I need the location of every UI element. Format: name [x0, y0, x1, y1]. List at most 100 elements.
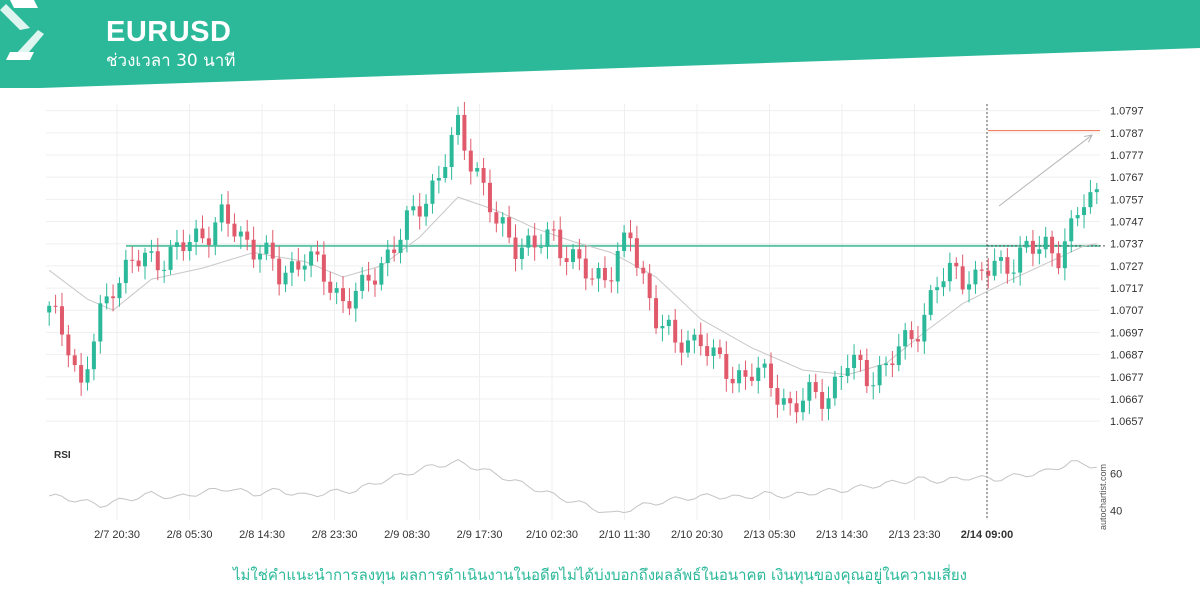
rsi-tick-label: 60 — [1110, 469, 1122, 481]
candle-body — [986, 270, 991, 276]
forecast-arrowhead — [1084, 134, 1093, 143]
candle-body — [551, 229, 556, 231]
candle-body — [992, 260, 997, 276]
candle-body — [251, 239, 256, 260]
x-tick-label: 2/8 05:30 — [167, 529, 213, 541]
candle-body — [941, 281, 946, 288]
candle-body — [909, 330, 914, 340]
candle-body — [328, 281, 333, 293]
candle-body — [583, 258, 588, 279]
interval-subtitle: ช่วงเวลา 30 นาที — [106, 51, 236, 71]
candle-body — [270, 242, 275, 259]
candle-body — [743, 370, 748, 377]
candle-body — [526, 235, 531, 248]
candle-body — [72, 355, 77, 366]
candle-body — [1037, 249, 1042, 254]
candle-body — [162, 269, 167, 271]
candle-body — [136, 260, 141, 267]
x-tick-label: 2/13 14:30 — [816, 529, 868, 541]
rsi-tick-label: 40 — [1110, 506, 1122, 518]
candle-body — [277, 258, 282, 285]
candle-body — [781, 398, 786, 405]
candle-body — [360, 274, 365, 291]
candle-body — [685, 340, 690, 353]
candle-body — [462, 114, 467, 151]
candle-body — [558, 229, 563, 259]
y-tick-label: 1.0667 — [1110, 394, 1144, 406]
candle-body — [660, 326, 665, 329]
x-tick-label: 2/9 17:30 — [457, 529, 503, 541]
candle-body — [123, 259, 128, 284]
candle-body — [53, 305, 58, 307]
candle-body — [596, 268, 601, 279]
candle-body — [232, 223, 237, 237]
candle-body — [366, 274, 371, 281]
candle-body — [392, 249, 397, 253]
candle-body — [775, 387, 780, 405]
candle-body — [111, 296, 116, 299]
candle-body — [443, 166, 448, 179]
disclaimer-text: ไม่ใช่คำแนะนำการลงทุน ผลการดำเนินงานในอด… — [233, 566, 967, 584]
candle-body — [1069, 218, 1074, 242]
candle-body — [998, 257, 1003, 261]
candle-body — [935, 287, 940, 291]
y-tick-label: 1.0757 — [1110, 194, 1144, 206]
candle-body — [430, 180, 435, 204]
candle-body — [404, 210, 409, 240]
candle-body — [724, 353, 729, 379]
candles — [47, 101, 1099, 424]
candle-body — [475, 168, 480, 172]
candle-body — [155, 251, 160, 271]
candle-body — [321, 254, 326, 282]
candle-body — [864, 359, 869, 387]
y-tick-label: 1.0657 — [1110, 416, 1144, 428]
candle-body — [756, 367, 761, 381]
candle-body — [564, 258, 569, 263]
candle-body — [481, 168, 486, 183]
candle-body — [283, 272, 288, 285]
candle-body — [302, 265, 307, 270]
candle-body — [979, 269, 984, 271]
moving-average — [48, 196, 1097, 376]
candle-body — [98, 303, 103, 342]
header-background — [0, 0, 1200, 88]
header-banner: EURUSD ช่วงเวลา 30 นาที — [0, 0, 1200, 88]
candle-body — [539, 246, 544, 248]
candle-body — [705, 346, 710, 356]
candle-body — [315, 251, 320, 255]
candle-body — [238, 231, 243, 237]
candle-body — [826, 398, 831, 409]
candle-body — [673, 319, 678, 343]
candle-body — [149, 251, 154, 253]
candle-body — [264, 242, 269, 254]
x-tick-label: 2/10 20:30 — [671, 529, 723, 541]
candle-body — [411, 206, 416, 211]
candle-body — [890, 363, 895, 366]
candle-body — [711, 347, 716, 356]
autochartist-logo-icon — [0, 0, 44, 60]
candle-body — [1094, 189, 1099, 193]
candle-body — [449, 134, 454, 167]
candle-body — [800, 400, 805, 413]
forecast — [986, 104, 1100, 520]
y-tick-label: 1.0707 — [1110, 305, 1144, 317]
candle-body — [896, 346, 901, 366]
candle-body — [730, 378, 735, 384]
candle-body — [417, 206, 422, 217]
candle-body — [257, 253, 262, 260]
candle-body — [91, 341, 96, 370]
candle-body — [839, 376, 844, 378]
watermark-text: autochartist.com — [1098, 464, 1108, 530]
candle-body — [628, 232, 633, 239]
candle-body — [47, 305, 52, 313]
candle-body — [245, 231, 250, 240]
candle-body — [468, 150, 473, 172]
y-tick-label: 1.0727 — [1110, 261, 1144, 273]
candle-body — [334, 288, 339, 293]
candle-body — [398, 239, 403, 253]
candle-body — [296, 261, 301, 270]
candle-body — [372, 280, 377, 285]
candle-body — [602, 268, 607, 281]
candle-body — [1050, 236, 1055, 254]
